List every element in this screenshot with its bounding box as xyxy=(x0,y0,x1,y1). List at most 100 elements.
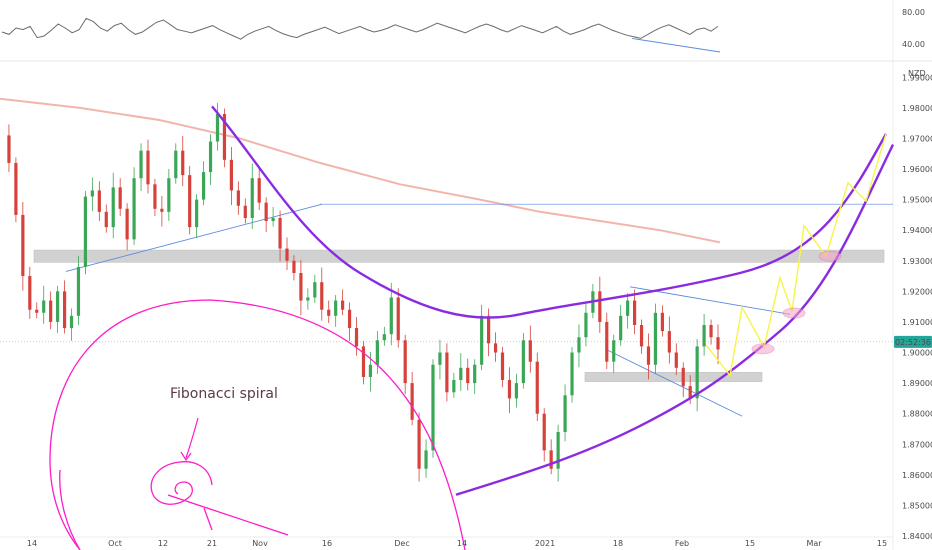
fibonacci-spiral-center xyxy=(150,461,213,505)
candle-body xyxy=(76,266,81,316)
candle-body xyxy=(271,217,275,222)
candle-body xyxy=(83,196,88,267)
candle-body xyxy=(236,190,240,206)
target-ellipse-1 xyxy=(782,307,806,319)
candle-body xyxy=(278,217,282,249)
x-tick-label-8: 2021 xyxy=(535,539,555,548)
candle-body xyxy=(195,199,199,228)
candle-body xyxy=(215,113,220,142)
candle-body xyxy=(445,352,449,393)
rsi-tick-label-0: 80.00 xyxy=(902,8,925,17)
candle-body xyxy=(389,297,393,335)
candle-body xyxy=(56,291,60,322)
x-tick-label-0: 14 xyxy=(27,539,37,548)
price-tick-label-6: 1.93000 xyxy=(902,257,932,266)
candle-body xyxy=(487,315,491,344)
candle-body xyxy=(14,162,18,215)
candle-body xyxy=(619,315,623,341)
candle-body xyxy=(452,380,456,393)
candle-body xyxy=(521,340,525,384)
candle-body xyxy=(62,291,67,329)
fibonacci-spiral-ray-1 xyxy=(167,494,289,536)
candle-body xyxy=(139,150,143,179)
x-tick-label-3: 21 xyxy=(207,539,217,548)
candle-body xyxy=(201,172,206,200)
candle-body xyxy=(535,361,539,414)
candle-body xyxy=(709,324,713,338)
candle-body xyxy=(7,135,11,163)
last-price-label: 02:52:36 xyxy=(895,338,931,347)
candle-body xyxy=(577,337,581,353)
candle-body xyxy=(327,309,331,316)
candle-body xyxy=(528,340,532,362)
support-zone-lower xyxy=(584,372,763,382)
price-tick-label-0: 1.99000 xyxy=(902,73,932,82)
support-zone-upper xyxy=(33,249,885,263)
candle-body xyxy=(570,352,574,396)
x-tick-label-11: 15 xyxy=(745,539,755,548)
candle-body xyxy=(243,205,247,218)
candle-body xyxy=(660,312,664,332)
price-tick-label-14: 1.85000 xyxy=(902,501,932,510)
candle-body xyxy=(716,337,720,350)
candle-body xyxy=(695,346,699,399)
fibonacci-spiral-annotation: Fibonacci spiral xyxy=(170,386,278,402)
candle-body xyxy=(410,383,414,420)
candle-body xyxy=(382,334,386,341)
rsi-tick-label-1: 40.00 xyxy=(902,40,925,49)
candle-body xyxy=(118,187,122,209)
rising-trendline xyxy=(65,203,323,272)
price-tick-label-8: 1.91000 xyxy=(902,318,932,327)
candle-body xyxy=(320,282,324,310)
price-tick-label-10: 1.89000 xyxy=(902,379,932,388)
candle-body xyxy=(160,208,164,212)
candle-body xyxy=(473,364,477,384)
candle-body xyxy=(28,276,32,310)
candle-body xyxy=(111,187,115,228)
last-price-badge xyxy=(894,335,932,348)
candle-body xyxy=(549,450,553,469)
candle-body xyxy=(292,260,296,274)
target-ellipse-0 xyxy=(751,343,775,355)
candle-body xyxy=(514,383,519,399)
target-ellipse-2 xyxy=(818,250,842,262)
candle-body xyxy=(181,150,185,176)
candle-body xyxy=(646,346,651,365)
price-tick-label-15: 1.84000 xyxy=(902,532,932,541)
annotation-arrow-shaft xyxy=(185,417,199,459)
candle-body xyxy=(222,113,227,160)
candle-body xyxy=(667,331,671,353)
candle-body xyxy=(681,367,685,387)
rsi-trendline xyxy=(631,37,721,53)
price-tick-label-9: 1.90000 xyxy=(902,349,932,358)
x-tick-label-7: 14 xyxy=(457,539,467,548)
price-tick-label-11: 1.88000 xyxy=(902,410,932,419)
candle-body xyxy=(97,190,101,212)
candle-body xyxy=(507,380,512,399)
price-tick-label-1: 1.98000 xyxy=(902,104,932,113)
candle-body xyxy=(21,214,25,277)
rsi-line xyxy=(1,17,719,40)
candle-body xyxy=(639,324,644,347)
candle-body xyxy=(306,297,310,301)
price-tick-label-2: 1.97000 xyxy=(902,134,932,143)
quote-currency-label: NZD xyxy=(908,69,926,78)
candle-body xyxy=(431,364,435,451)
candle-body xyxy=(612,340,616,362)
candle-body xyxy=(341,300,345,310)
candle-body xyxy=(605,321,609,362)
candle-body xyxy=(257,178,261,203)
fibonacci-spiral-outer-arc xyxy=(49,299,466,550)
price-tick-label-4: 1.95000 xyxy=(902,196,932,205)
candle-body xyxy=(653,312,658,365)
candle-body xyxy=(500,352,505,381)
x-tick-label-2: 12 xyxy=(158,539,168,548)
x-tick-label-9: 18 xyxy=(613,539,623,548)
candle-body xyxy=(361,346,366,377)
candle-body xyxy=(403,340,407,384)
x-tick-label-1: Oct xyxy=(108,539,122,548)
candle-body xyxy=(229,159,233,191)
candle-body xyxy=(480,315,484,365)
candle-body xyxy=(208,141,213,173)
